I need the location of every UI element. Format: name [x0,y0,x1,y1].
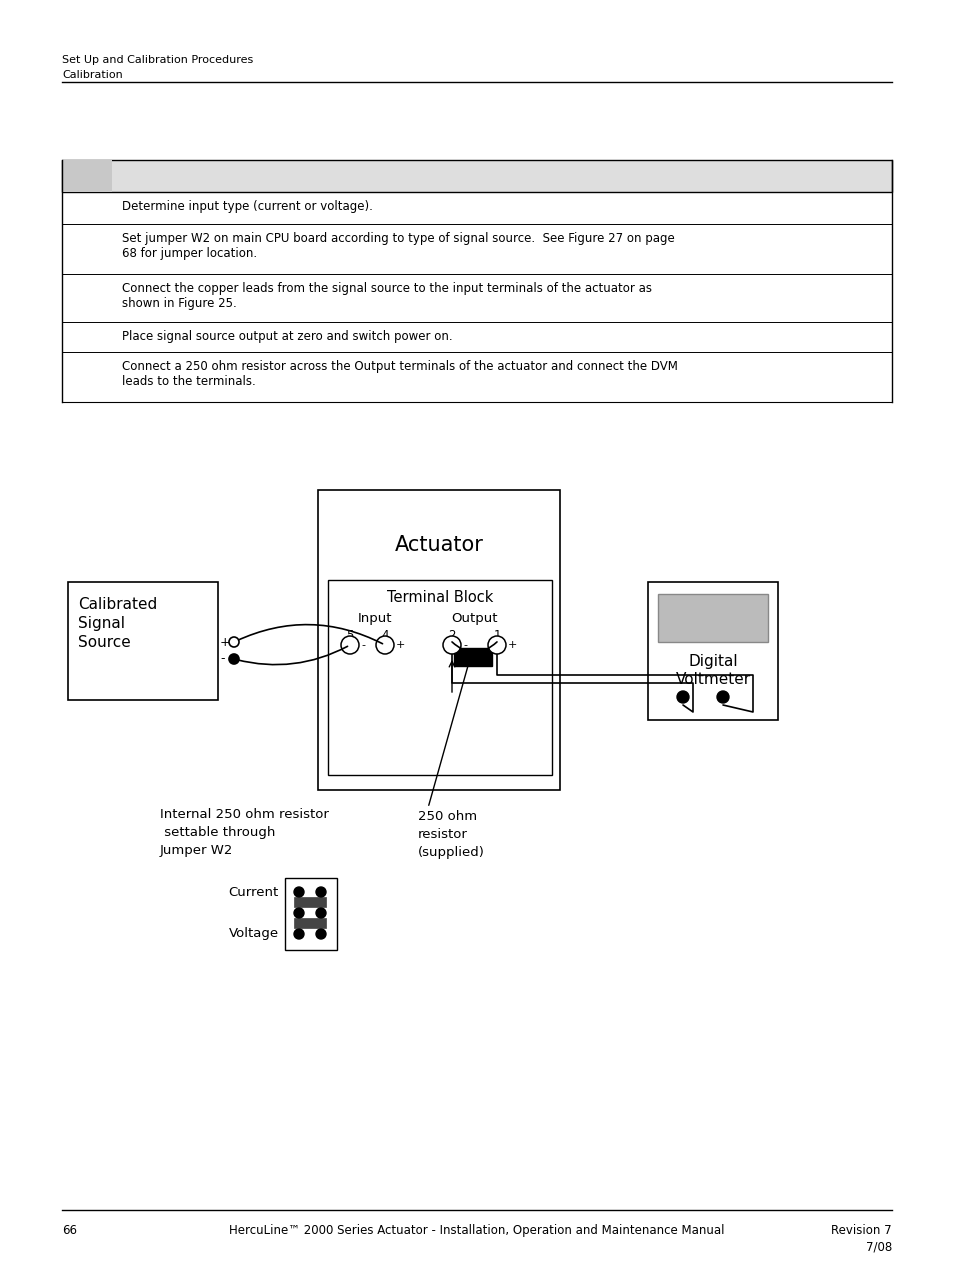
Text: Calibrated: Calibrated [78,597,157,612]
Bar [68,583,218,700]
Text: Terminal Block: Terminal Block [386,590,493,605]
Circle shape [294,908,304,918]
Text: Current: Current [229,885,278,898]
Text: settable through: settable through [160,826,275,840]
Text: Output: Output [452,612,497,625]
Bar [454,647,492,667]
Circle shape [294,929,304,939]
Circle shape [315,887,326,897]
Circle shape [229,637,239,647]
Text: 4: 4 [381,628,388,642]
Text: Connect the copper leads from the signal source to the input terminals of the ac: Connect the copper leads from the signal… [122,282,651,310]
Bar [294,918,326,929]
Circle shape [315,908,326,918]
Bar [328,580,552,775]
Circle shape [294,887,304,897]
Text: 7/08: 7/08 [864,1240,891,1253]
Text: +: + [220,636,231,649]
Text: -: - [462,640,467,650]
Text: 66: 66 [62,1224,77,1236]
Text: Revision 7: Revision 7 [830,1224,891,1236]
Text: 250 ohm: 250 ohm [417,810,476,823]
Text: Actuator: Actuator [395,536,483,555]
Circle shape [717,691,728,703]
Text: Calibration: Calibration [62,70,123,80]
Text: HercuLine™ 2000 Series Actuator - Installation, Operation and Maintenance Manual: HercuLine™ 2000 Series Actuator - Instal… [229,1224,724,1236]
Text: -: - [360,640,365,650]
Circle shape [315,929,326,939]
Text: Set jumper W2 on main CPU board according to type of signal source.  See Figure : Set jumper W2 on main CPU board accordin… [122,232,674,259]
Text: Determine input type (current or voltage).: Determine input type (current or voltage… [122,200,373,212]
Text: -: - [220,653,224,665]
Text: Voltage: Voltage [229,927,278,940]
Circle shape [488,636,505,654]
Circle shape [375,636,394,654]
Text: Digital: Digital [687,654,737,669]
Bar [294,897,326,907]
Bar [62,160,112,192]
Text: Internal 250 ohm resistor: Internal 250 ohm resistor [160,808,329,820]
Circle shape [340,636,358,654]
Text: Set Up and Calibration Procedures: Set Up and Calibration Procedures [62,55,253,65]
Bar [62,160,891,192]
Text: Voltmeter: Voltmeter [675,672,750,687]
Text: Source: Source [78,635,131,650]
Bar [285,878,336,950]
Text: Connect a 250 ohm resistor across the Output terminals of the actuator and conne: Connect a 250 ohm resistor across the Ou… [122,360,678,388]
Text: +: + [507,640,517,650]
Bar [62,160,891,192]
Text: Place signal source output at zero and switch power on.: Place signal source output at zero and s… [122,329,452,343]
Text: Input: Input [357,612,392,625]
Bar [317,490,559,790]
Text: 1: 1 [493,628,500,642]
Bar [647,583,778,720]
Circle shape [229,654,239,664]
Text: (supplied): (supplied) [417,846,484,859]
Text: +: + [395,640,405,650]
Text: 2: 2 [448,628,456,642]
Text: resistor: resistor [417,828,467,841]
Text: 5: 5 [346,628,354,642]
Bar [658,594,767,642]
Text: Jumper W2: Jumper W2 [160,845,233,857]
Text: Signal: Signal [78,616,125,631]
Circle shape [442,636,460,654]
Circle shape [677,691,688,703]
